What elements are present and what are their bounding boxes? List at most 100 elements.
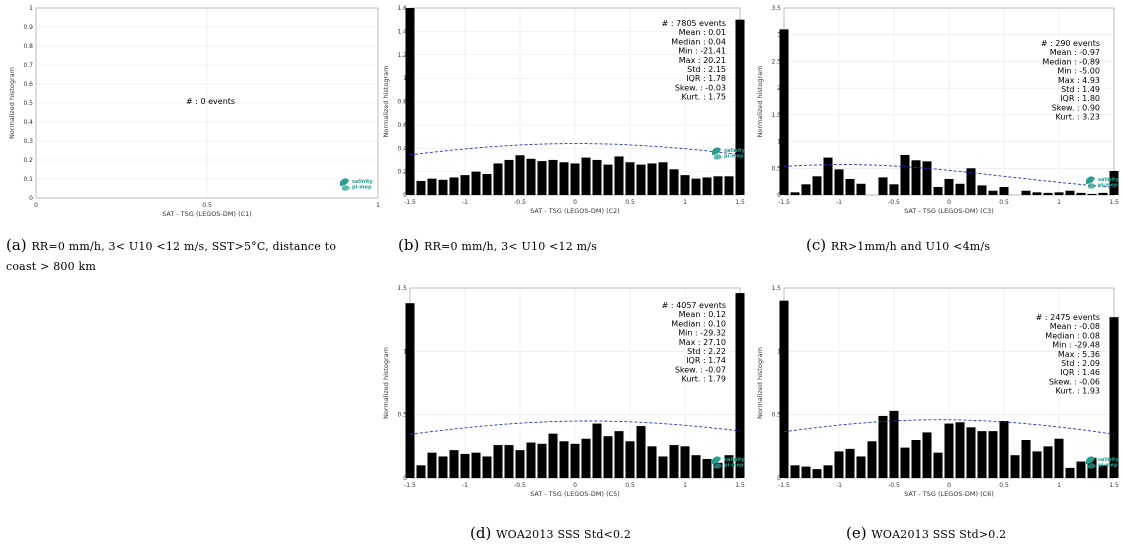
x-tick-label: 1 bbox=[683, 199, 687, 206]
caption-e-text: WOA2013 SSS Std>0.2 bbox=[871, 528, 1007, 541]
gaussian-fit-line bbox=[783, 164, 1115, 188]
histogram-bar bbox=[966, 427, 976, 478]
histogram-bar bbox=[614, 431, 624, 478]
histogram-bar bbox=[691, 178, 701, 195]
y-tick-label: 0 bbox=[777, 192, 781, 199]
histogram-bar bbox=[504, 445, 514, 478]
histogram-bar bbox=[922, 432, 932, 478]
histogram-bar bbox=[713, 462, 723, 478]
x-tick-label: 0 bbox=[573, 199, 577, 206]
logo-text: pi-mep bbox=[724, 154, 744, 160]
histogram-bar bbox=[460, 453, 470, 478]
histogram-bar bbox=[1087, 193, 1097, 195]
x-tick-label: -1 bbox=[462, 199, 468, 206]
histogram-bar bbox=[427, 452, 437, 478]
y-tick-label: 1.5 bbox=[771, 285, 781, 292]
x-tick-label: 0 bbox=[947, 482, 951, 489]
histogram-bar bbox=[735, 19, 745, 195]
y-tick-label: 0.6 bbox=[397, 122, 407, 129]
x-tick-label: 1.5 bbox=[735, 199, 745, 206]
stat-line: Min : -21.41 bbox=[678, 47, 726, 56]
histogram-bar bbox=[955, 422, 965, 478]
y-tick-label: 0.5 bbox=[23, 100, 33, 107]
histogram-bar bbox=[669, 445, 679, 478]
histogram-bar bbox=[713, 176, 723, 195]
logo-mark-icon bbox=[714, 154, 722, 160]
histogram-bar bbox=[603, 164, 613, 195]
logo-text: pi-mep bbox=[352, 185, 372, 191]
x-tick-label: 1.5 bbox=[1109, 482, 1119, 489]
histogram-bar bbox=[1032, 192, 1042, 195]
stat-line: Median : 0.10 bbox=[671, 319, 726, 328]
histogram-bar bbox=[867, 441, 877, 478]
histogram-bar bbox=[955, 183, 965, 195]
histogram-bar bbox=[889, 410, 899, 478]
histogram-bar bbox=[515, 450, 525, 478]
y-axis-label: Normalized histogram bbox=[382, 347, 390, 419]
stat-line: IQR : 1.74 bbox=[686, 356, 726, 365]
x-tick-label: -1.5 bbox=[778, 482, 790, 489]
histogram-bar bbox=[702, 459, 712, 478]
histogram-bar bbox=[1043, 192, 1053, 195]
histogram-bar bbox=[911, 440, 921, 478]
histogram-bar bbox=[680, 175, 690, 195]
stat-line: Kurt. : 3.23 bbox=[1056, 113, 1100, 122]
stat-line: Mean : 0.12 bbox=[679, 310, 726, 319]
logo-mark-icon bbox=[712, 147, 721, 155]
logo-mark-icon bbox=[342, 185, 350, 191]
histogram-bar bbox=[988, 190, 998, 195]
x-tick-label: 0.5 bbox=[202, 202, 212, 209]
stat-line: # : 290 events bbox=[1041, 39, 1100, 48]
x-tick-label: -0.5 bbox=[888, 199, 900, 206]
histogram-bar bbox=[790, 192, 800, 195]
histogram-bar bbox=[449, 177, 459, 195]
histogram-bar bbox=[801, 466, 811, 478]
stat-line: Std : 2.09 bbox=[1061, 359, 1100, 368]
stat-line: Std : 2.22 bbox=[687, 347, 726, 356]
histogram-bar bbox=[559, 441, 569, 478]
gaussian-fit-line bbox=[409, 420, 741, 435]
caption-a-letter: (a) bbox=[6, 236, 27, 254]
stat-line: Skew. : -0.03 bbox=[675, 83, 726, 92]
histogram-bar bbox=[944, 423, 954, 478]
caption-c-text: RR>1mm/h and U10 <4m/s bbox=[830, 240, 991, 253]
y-tick-label: 0.4 bbox=[23, 119, 33, 126]
logo-text: salinity bbox=[724, 148, 745, 154]
stat-line: IQR : 1.80 bbox=[1060, 94, 1100, 103]
histogram-bar bbox=[889, 184, 899, 195]
y-tick-label: 0.4 bbox=[397, 145, 407, 152]
stat-line: Max : 4.93 bbox=[1058, 76, 1100, 85]
y-tick-label: 1.5 bbox=[397, 285, 407, 292]
stat-line: Mean : 0.01 bbox=[679, 28, 726, 37]
logo-text: pi-mep bbox=[724, 463, 744, 469]
histogram-bar bbox=[801, 184, 811, 195]
histogram-bar bbox=[834, 451, 844, 478]
histogram-bar bbox=[1043, 446, 1053, 478]
x-tick-label: 1 bbox=[1057, 482, 1061, 489]
logo-mark-icon bbox=[1086, 176, 1095, 184]
y-tick-label: 0.2 bbox=[397, 169, 407, 176]
histogram-bar bbox=[1065, 190, 1075, 195]
y-tick-label: 1 bbox=[29, 5, 33, 12]
histogram-bar bbox=[856, 456, 866, 478]
histogram-bar bbox=[581, 438, 591, 478]
x-tick-label: 0.5 bbox=[999, 199, 1009, 206]
x-tick-label: -1.5 bbox=[778, 199, 790, 206]
histogram-bar bbox=[1076, 192, 1086, 195]
caption-d: (d) WOA2013 SSS Std<0.2 bbox=[470, 524, 730, 544]
x-tick-label: 1.5 bbox=[1109, 199, 1119, 206]
x-tick-label: 0.5 bbox=[625, 199, 635, 206]
histogram-bar bbox=[680, 446, 690, 478]
histogram-bar bbox=[493, 163, 503, 195]
y-tick-label: 0.8 bbox=[23, 43, 33, 50]
y-tick-label: 0.1 bbox=[23, 176, 33, 183]
histogram-bar bbox=[537, 443, 547, 478]
histogram-bar bbox=[548, 159, 558, 195]
stat-line: IQR : 1.46 bbox=[1060, 368, 1100, 377]
stat-line: Std : 2.15 bbox=[687, 65, 726, 74]
stat-line: Skew. : -0.07 bbox=[675, 365, 726, 374]
stat-line: Skew. : -0.06 bbox=[1049, 377, 1100, 386]
logo-text: salinity bbox=[352, 179, 373, 185]
y-tick-label: 1.4 bbox=[397, 28, 407, 35]
